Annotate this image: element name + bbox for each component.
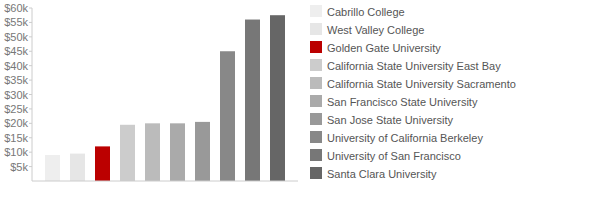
- legend-label: San Francisco State University: [327, 96, 478, 108]
- legend-label: Golden Gate University: [327, 42, 441, 54]
- x-axis: [32, 181, 298, 182]
- y-tick-label: $45k: [4, 45, 28, 57]
- legend-swatch: [310, 131, 322, 143]
- bar: [245, 20, 260, 181]
- bar: [170, 123, 185, 181]
- bar: [45, 155, 60, 181]
- y-tick-label: $60k: [4, 2, 28, 14]
- legend-swatch: [310, 113, 322, 125]
- legend-label: West Valley College: [327, 24, 424, 36]
- legend-label: University of California Berkeley: [327, 132, 483, 144]
- legend-swatch: [310, 77, 322, 89]
- y-tick-label: $40k: [4, 60, 28, 72]
- bars: [45, 15, 285, 181]
- legend-swatch: [310, 41, 322, 53]
- legend-swatch: [310, 167, 322, 179]
- legend-label: Cabrillo College: [327, 6, 405, 18]
- bar: [195, 122, 210, 181]
- legend-swatch: [310, 5, 322, 17]
- chart: $5k $10k $15k $20k $25k $30k $35k $40k $45k $50k $…: [0, 0, 600, 200]
- y-tick-label: $20k: [4, 117, 28, 129]
- y-tick-label: $30k: [4, 89, 28, 101]
- bar: [270, 15, 285, 181]
- legend-label: California State University Sacramento: [327, 78, 516, 90]
- y-axis: [32, 8, 33, 181]
- bar: [145, 123, 160, 181]
- legend-swatch: [310, 23, 322, 35]
- y-tick-label: $15k: [4, 132, 28, 144]
- y-tick-label: $35k: [4, 74, 28, 86]
- y-tick-label: $5k: [10, 161, 28, 173]
- y-tick-label: $25k: [4, 103, 28, 115]
- legend-label: California State University East Bay: [327, 60, 501, 72]
- legend: Cabrillo College West Valley College Golde…: [310, 5, 516, 180]
- legend-swatch: [310, 149, 322, 161]
- bar: [70, 154, 85, 181]
- y-tick-label: $50k: [4, 31, 28, 43]
- legend-label: University of San Francisco: [327, 150, 461, 162]
- y-tick-label: $10k: [4, 146, 28, 158]
- legend-label: Santa Clara University: [327, 168, 437, 180]
- legend-swatch: [310, 95, 322, 107]
- legend-swatch: [310, 59, 322, 71]
- legend-label: San Jose State University: [327, 114, 453, 126]
- y-tick-label: $55k: [4, 16, 28, 28]
- bar: [95, 146, 110, 181]
- bar: [220, 51, 235, 181]
- bar: [120, 125, 135, 181]
